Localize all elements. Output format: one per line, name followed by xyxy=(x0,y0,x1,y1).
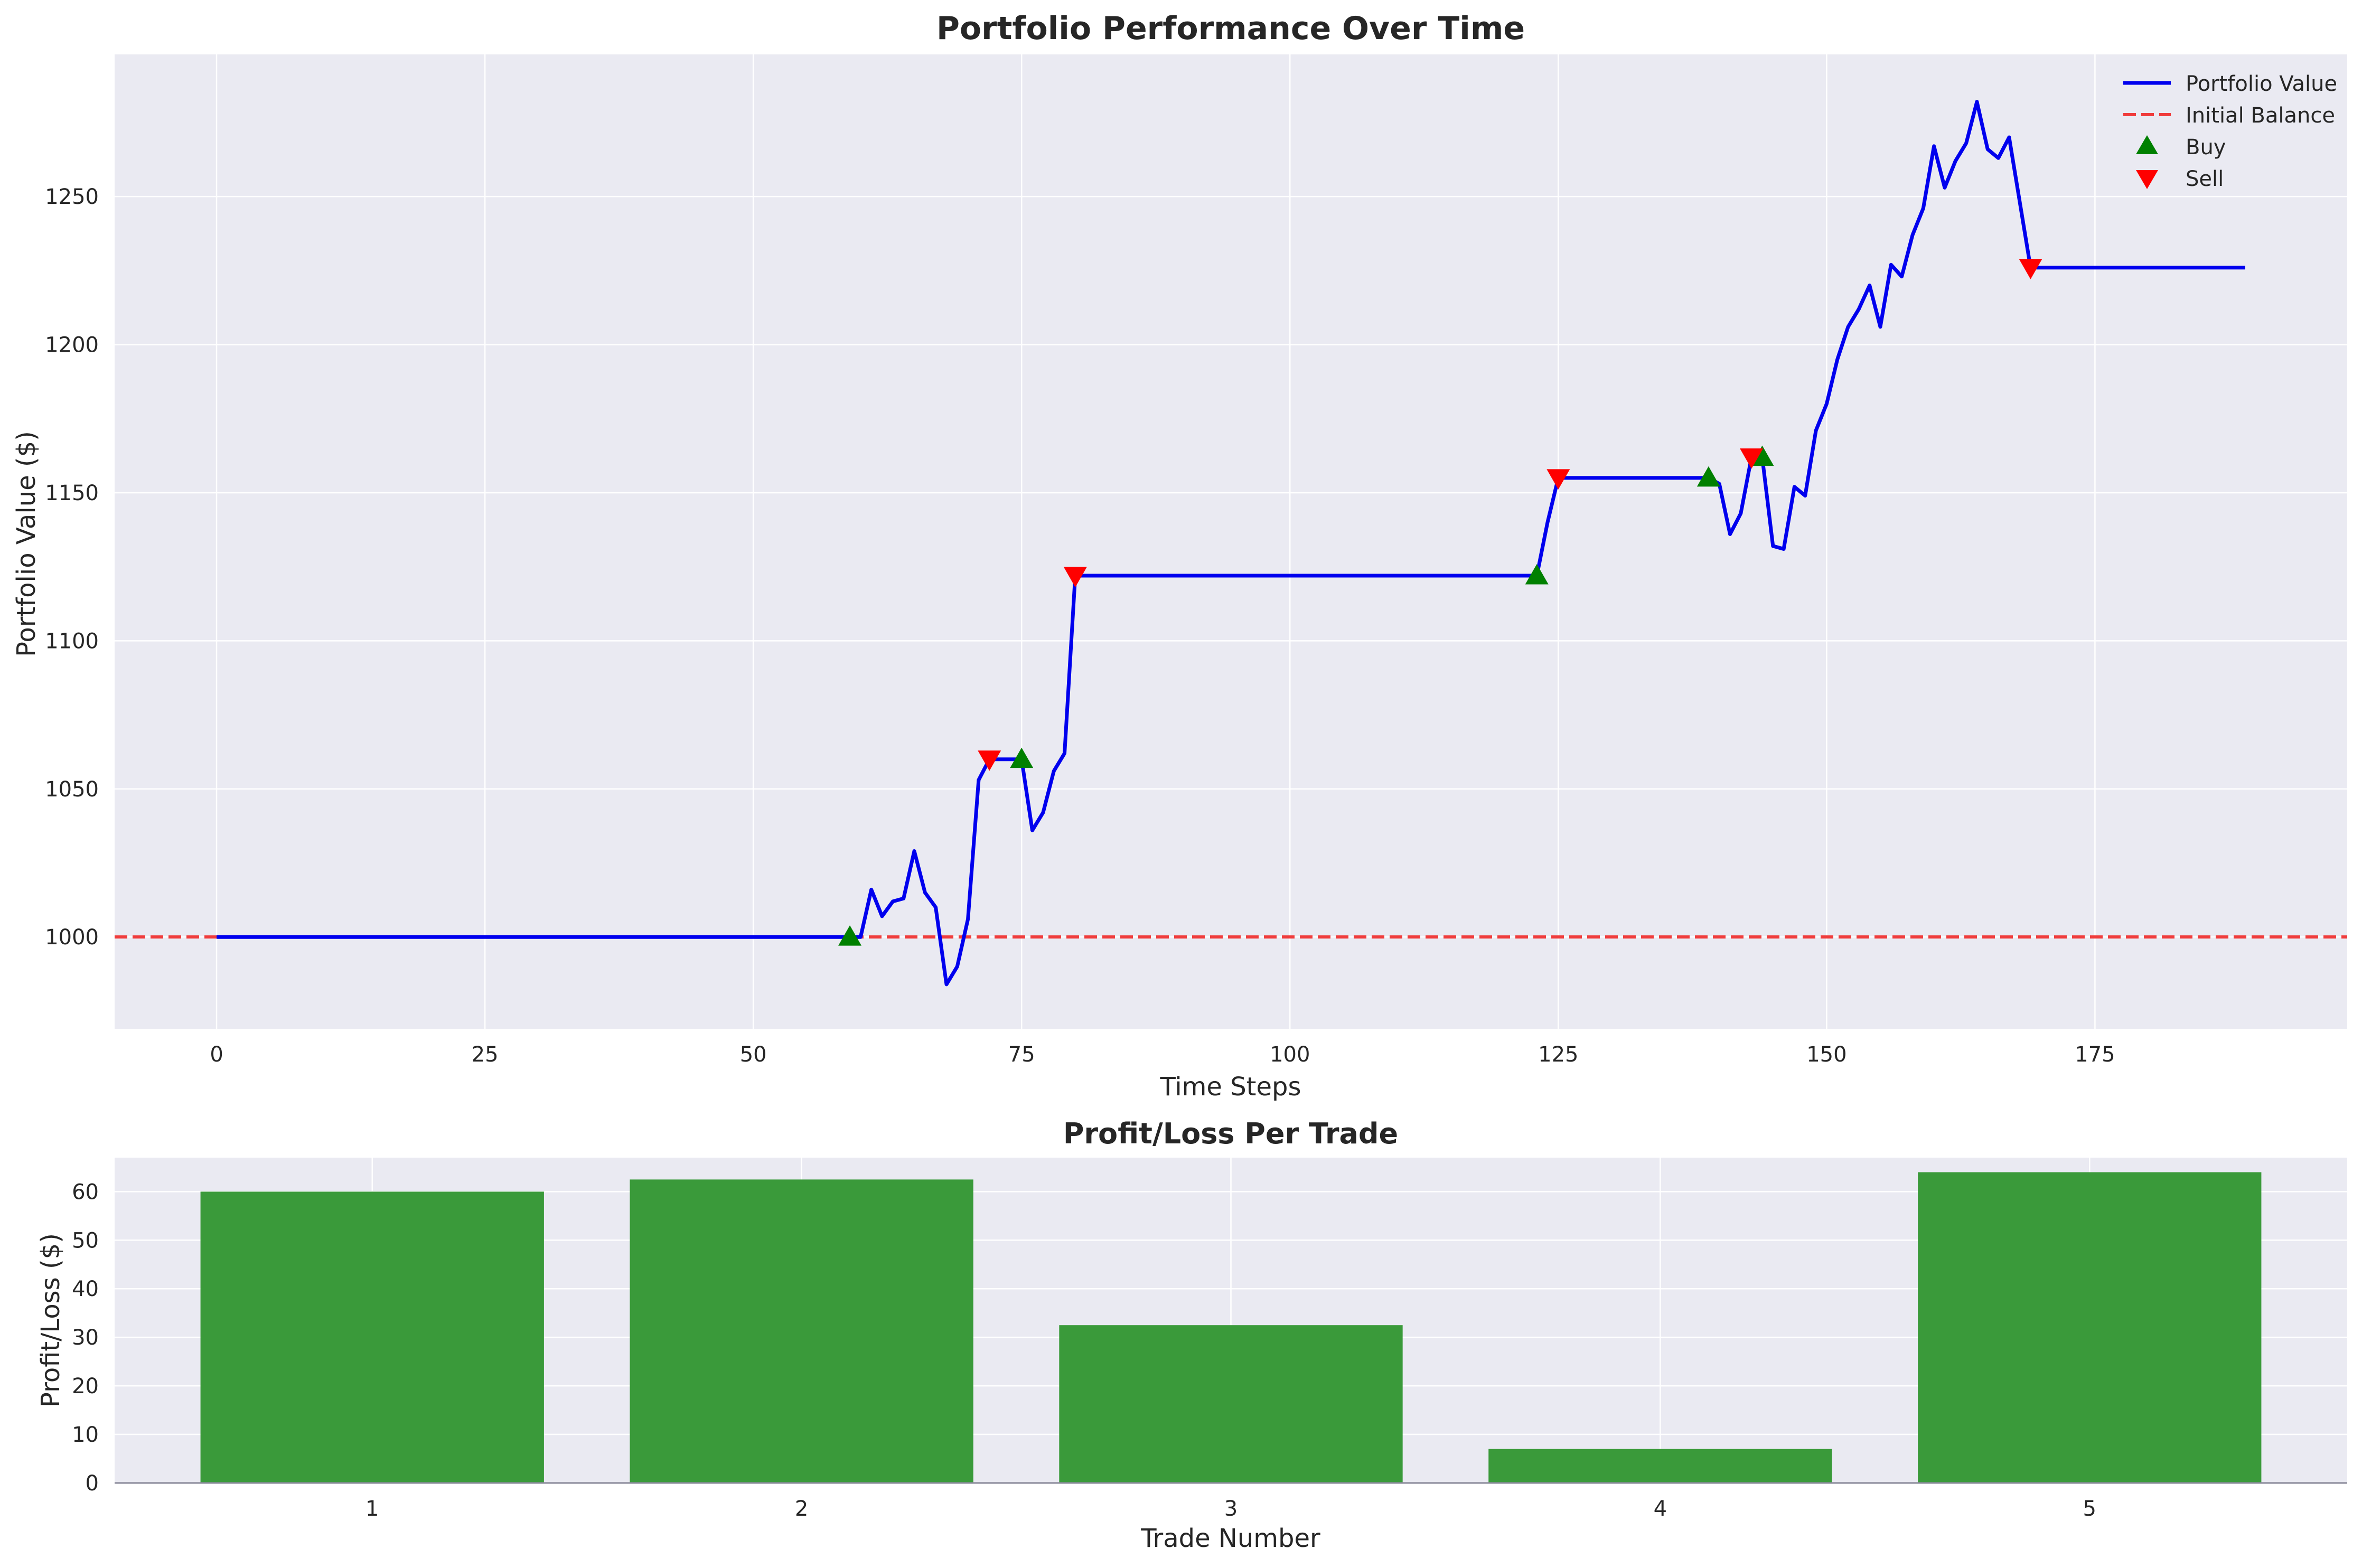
profit-loss-bar xyxy=(630,1179,973,1483)
chart2-x-tick-label: 4 xyxy=(1654,1497,1667,1521)
sell-marker xyxy=(2019,259,2042,279)
chart2-y-tick-labels: 0 10 20 30 40 50 60 xyxy=(72,1180,99,1496)
profit-loss-chart: Profit/Loss Per Trade 1 2 3 4 5 0 10 20 30 40 50 6… xyxy=(36,1117,2347,1553)
legend-buy-label: Buy xyxy=(2186,135,2226,159)
trade-markers xyxy=(838,259,2042,946)
chart2-x-tick-label: 3 xyxy=(1224,1497,1238,1521)
portfolio-value-line xyxy=(217,100,2245,987)
chart1-legend: Portfolio Value Initial Balance Buy Sell xyxy=(2123,72,2337,191)
chart1-x-tick-label: 50 xyxy=(740,1043,767,1067)
chart1-y-tick-label: 1100 xyxy=(45,629,99,653)
chart1-y-tick-label: 1050 xyxy=(45,777,99,802)
chart1-x-tick-labels: 0 25 50 75 100 125 150 175 xyxy=(210,1043,2115,1067)
chart1-x-tick-label: 125 xyxy=(1538,1043,1578,1067)
chart1-plot-area xyxy=(115,54,2347,1029)
chart1-y-tick-label: 1250 xyxy=(45,185,99,209)
chart2-x-tick-label: 1 xyxy=(365,1497,379,1521)
sell-marker xyxy=(1546,469,1570,490)
legend-buy-marker xyxy=(2136,135,2158,154)
chart1-x-tick-label: 0 xyxy=(210,1043,223,1067)
chart2-y-tick-label: 30 xyxy=(72,1326,99,1350)
chart1-y-tick-label: 1150 xyxy=(45,481,99,505)
chart2-x-tick-label: 5 xyxy=(2083,1497,2096,1521)
profit-loss-bar xyxy=(200,1191,544,1483)
sell-marker xyxy=(978,750,1001,771)
legend-initial-label: Initial Balance xyxy=(2186,104,2335,128)
chart1-y-tick-label: 1200 xyxy=(45,333,99,358)
chart2-x-axis-label: Trade Number xyxy=(1140,1524,1320,1553)
chart1-title: Portfolio Performance Over Time xyxy=(936,10,1525,47)
chart1-x-axis-label: Time Steps xyxy=(1159,1072,1301,1102)
chart1-y-tick-labels: 1000 1050 1100 1150 1200 1250 xyxy=(45,185,99,950)
legend-sell-label: Sell xyxy=(2186,167,2224,191)
chart2-y-tick-label: 0 xyxy=(86,1471,99,1496)
chart1-x-tick-label: 175 xyxy=(2075,1043,2115,1067)
chart2-x-tick-labels: 1 2 3 4 5 xyxy=(365,1497,2096,1521)
portfolio-chart: Portfolio Performance Over Time 0 25 50 75 1… xyxy=(12,10,2347,1102)
sell-marker xyxy=(1063,567,1087,587)
legend-sell-marker xyxy=(2136,170,2158,189)
buy-marker xyxy=(1696,466,1720,487)
chart1-x-tick-label: 150 xyxy=(1806,1043,1847,1067)
chart1-y-axis-label: Portfolio Value ($) xyxy=(12,431,41,657)
buy-marker xyxy=(1010,747,1034,768)
profit-loss-bar xyxy=(1059,1325,1403,1483)
legend-portfolio-label: Portfolio Value xyxy=(2186,72,2337,96)
profit-loss-bar xyxy=(1488,1449,1832,1483)
chart1-x-tick-label: 75 xyxy=(1008,1043,1035,1067)
chart2-y-axis-label: Profit/Loss ($) xyxy=(36,1233,65,1407)
buy-marker xyxy=(1525,564,1549,585)
chart1-x-tick-label: 100 xyxy=(1270,1043,1310,1067)
buy-marker xyxy=(838,925,862,946)
sell-marker xyxy=(1740,448,1764,469)
chart2-y-tick-label: 20 xyxy=(72,1374,99,1398)
chart1-y-tick-label: 1000 xyxy=(45,925,99,950)
chart2-y-tick-label: 60 xyxy=(72,1180,99,1204)
chart1-x-tick-label: 25 xyxy=(472,1043,499,1067)
profit-loss-bars xyxy=(200,1172,2262,1483)
chart2-y-tick-label: 40 xyxy=(72,1277,99,1301)
profit-loss-bar xyxy=(1918,1172,2262,1483)
buy-marker xyxy=(1750,445,1774,466)
chart2-y-tick-label: 50 xyxy=(72,1228,99,1253)
chart2-y-tick-label: 10 xyxy=(72,1423,99,1447)
chart2-x-tick-label: 2 xyxy=(795,1497,808,1521)
chart2-title: Profit/Loss Per Trade xyxy=(1063,1117,1398,1150)
